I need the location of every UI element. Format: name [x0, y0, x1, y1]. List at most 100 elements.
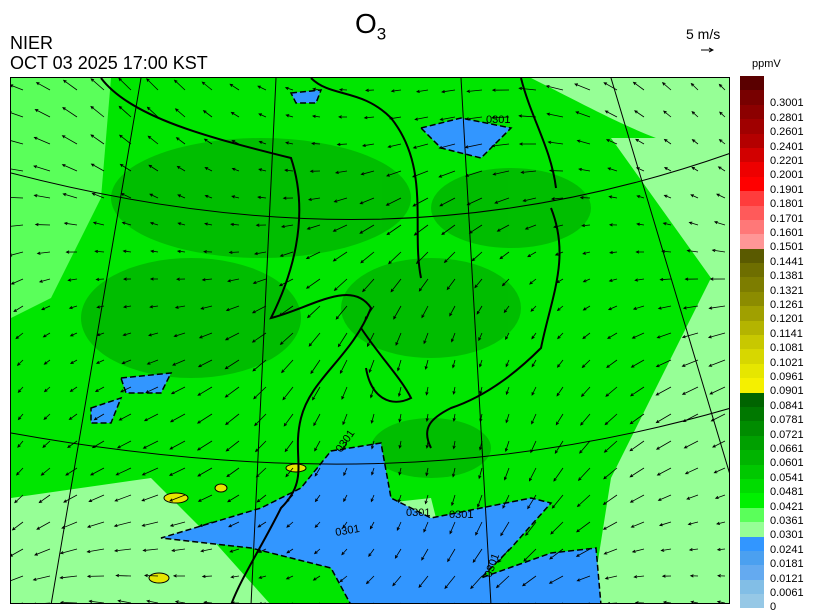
wind-arrow — [115, 467, 132, 476]
wind-arrow — [551, 494, 564, 509]
legend-color-box — [740, 248, 764, 264]
wind-arrow — [171, 548, 186, 553]
wind-arrow — [579, 196, 591, 200]
wind-arrow — [605, 386, 618, 397]
wind-arrow — [335, 305, 348, 320]
wind-arrow — [451, 494, 456, 507]
wind-arrow — [492, 170, 510, 176]
wind-arrow — [472, 548, 483, 564]
wind-arrow — [121, 221, 132, 226]
wind-arrow — [546, 112, 564, 118]
wind-arrow — [254, 251, 267, 256]
wind-arrow — [118, 105, 132, 118]
wind-arrow — [201, 574, 213, 579]
wind-arrow — [254, 440, 267, 453]
wind-arrow — [65, 250, 78, 254]
wind-arrow — [718, 83, 726, 91]
wind-arrow — [398, 467, 402, 476]
legend-color-box — [740, 522, 764, 537]
wind-arrow — [451, 359, 456, 369]
legend-label: 0.0901 — [770, 385, 804, 398]
wind-arrow — [224, 386, 240, 398]
wind-arrow — [176, 165, 186, 172]
legend-label: 0.1601 — [770, 227, 804, 239]
wind-arrow — [629, 494, 645, 503]
wind-arrow — [313, 413, 321, 427]
wind-arrow — [94, 386, 105, 392]
wind-arrow — [338, 88, 348, 92]
wind-arrow — [606, 359, 618, 369]
wind-arrow — [550, 197, 564, 201]
wind-arrow — [257, 521, 267, 528]
wind-arrow — [33, 194, 51, 199]
wind-arrow — [93, 413, 105, 421]
wind-arrow — [196, 440, 213, 451]
wind-arrow — [366, 332, 375, 348]
wind-arrow — [88, 494, 105, 502]
wind-arrow — [169, 440, 186, 450]
wind-arrow — [390, 89, 402, 93]
wind-arrow — [412, 143, 429, 149]
wind-arrow — [123, 277, 132, 281]
wind-arrow — [305, 278, 321, 289]
wind-arrow — [38, 494, 51, 504]
wind-arrow — [11, 548, 24, 557]
wind-arrow — [201, 278, 213, 282]
wind-arrow — [95, 277, 105, 281]
wind-arrow — [554, 251, 564, 256]
wind-arrow — [337, 332, 348, 348]
wind-arrow — [634, 110, 645, 118]
legend-color-box — [740, 536, 764, 551]
wind-arrow — [371, 467, 375, 476]
wind-arrow — [505, 359, 510, 368]
wind-arrow — [438, 170, 456, 178]
wind-arrow — [635, 250, 645, 254]
contour-label: 0301 — [449, 509, 473, 521]
wind-arrow — [90, 163, 105, 172]
wind-arrow — [425, 467, 429, 477]
wind-arrow — [311, 141, 321, 146]
wind-arrow — [691, 111, 699, 118]
wind-arrow — [578, 167, 591, 172]
wind-arrow — [449, 305, 456, 317]
wind-arrow — [681, 332, 699, 339]
legend-label: 0.2001 — [770, 169, 804, 182]
wind-arrow — [605, 139, 618, 145]
wind-arrow — [200, 305, 213, 310]
wind-arrow — [555, 413, 564, 426]
wind-arrow — [231, 601, 239, 603]
wind-arrow — [633, 575, 645, 579]
organization-label: NIER — [10, 33, 54, 53]
wind-reference-arrow-icon — [701, 47, 714, 53]
wind-arrow — [305, 251, 321, 259]
wind-arrow — [86, 521, 105, 528]
wind-arrow — [67, 278, 78, 282]
wind-arrow — [553, 224, 564, 229]
wind-arrow — [712, 440, 726, 448]
wind-arrow — [479, 386, 483, 395]
wind-arrow — [464, 143, 483, 149]
legend-label: 0.0661 — [770, 443, 804, 455]
wind-arrow — [146, 599, 159, 603]
wind-arrow — [339, 359, 348, 375]
wind-arrow — [681, 359, 699, 367]
wind-arrow — [549, 169, 564, 173]
wind-arrow — [41, 305, 51, 311]
wind-arrow — [114, 494, 132, 502]
wind-arrow — [197, 359, 213, 368]
wind-arrow — [38, 278, 51, 283]
wind-arrow — [474, 278, 483, 289]
color-legend: 0.3001 0.2801 0.2601 0.2401 0.2201 0.2001 0.19… — [740, 76, 804, 613]
wind-arrow — [90, 134, 105, 145]
wind-arrow — [660, 548, 672, 552]
wind-arrow — [686, 249, 699, 253]
legend-label: 0.1021 — [770, 356, 804, 369]
wind-arrow — [284, 86, 294, 91]
wind-arrow — [575, 548, 591, 557]
legend-label: 0.2201 — [770, 155, 804, 167]
wind-arrow — [505, 386, 510, 396]
legend-color-box — [740, 421, 764, 436]
wind-arrow — [279, 332, 294, 346]
wind-arrow — [655, 413, 672, 424]
wind-arrow — [708, 359, 726, 367]
